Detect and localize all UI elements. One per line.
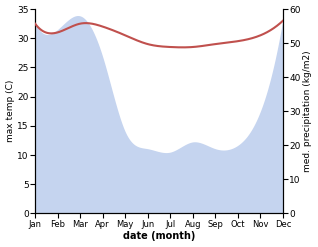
Y-axis label: max temp (C): max temp (C) xyxy=(5,80,15,143)
Y-axis label: med. precipitation (kg/m2): med. precipitation (kg/m2) xyxy=(303,50,313,172)
X-axis label: date (month): date (month) xyxy=(123,231,195,242)
